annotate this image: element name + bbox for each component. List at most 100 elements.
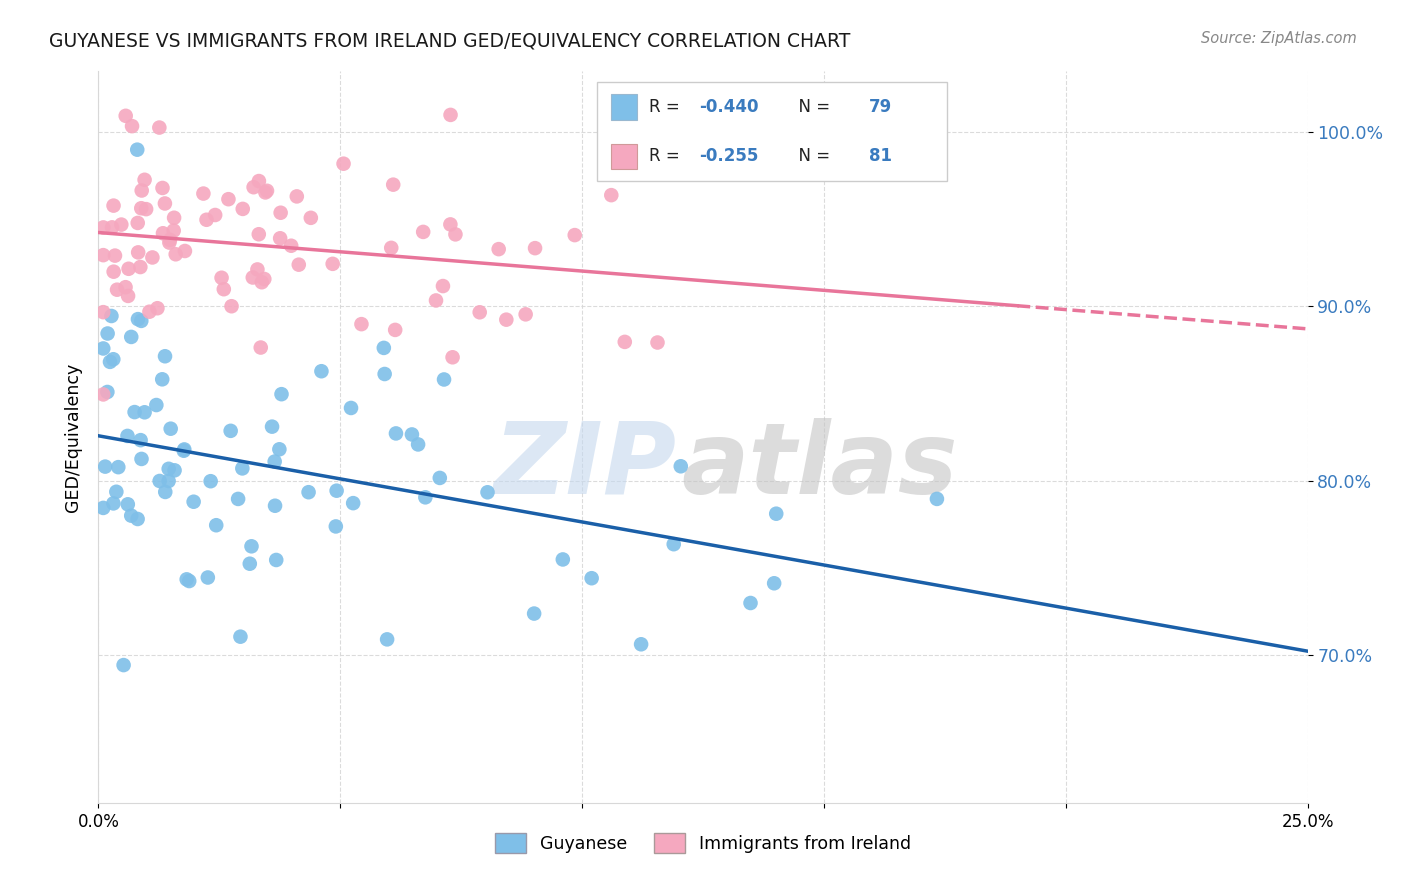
Point [239, 557, 262, 571]
Text: atlas: atlas [682, 417, 957, 515]
Point [157, 462, 180, 476]
Point [127, 312, 149, 326]
Point [94, 459, 117, 474]
Point [145, 398, 167, 412]
Text: 79: 79 [869, 98, 891, 116]
Point [205, 518, 228, 533]
Point [340, 401, 363, 415]
Point [444, 227, 467, 242]
Point [515, 307, 537, 321]
Point [155, 485, 177, 500]
Point [176, 572, 198, 586]
Point [406, 437, 429, 451]
Point [103, 496, 125, 510]
Text: -0.255: -0.255 [699, 147, 759, 165]
Point [131, 184, 153, 198]
Point [287, 258, 309, 272]
Point [91, 342, 114, 356]
Point [325, 519, 347, 533]
Point [103, 265, 125, 279]
Point [242, 270, 264, 285]
Point [129, 314, 152, 328]
Text: 81: 81 [869, 147, 891, 165]
Point [581, 571, 603, 585]
Point [148, 120, 170, 135]
Text: GUYANESE VS IMMIGRANTS FROM IRELAND GED/EQUIVALENCY CORRELATION CHART: GUYANESE VS IMMIGRANTS FROM IRELAND GED/… [49, 31, 851, 50]
Point [174, 244, 197, 258]
Point [432, 279, 454, 293]
Point [226, 491, 249, 506]
Point [221, 299, 243, 313]
Point [100, 309, 122, 323]
FancyBboxPatch shape [596, 82, 948, 181]
Point [121, 119, 143, 133]
Point [173, 442, 195, 457]
Text: R =: R = [648, 147, 685, 165]
Point [249, 341, 271, 355]
Point [124, 405, 146, 419]
Point [551, 552, 574, 566]
Point [374, 367, 396, 381]
Point [91, 500, 114, 515]
Point [439, 108, 461, 122]
Point [925, 491, 948, 506]
Point [247, 227, 270, 242]
Point [96, 384, 118, 399]
Point [250, 275, 273, 289]
Y-axis label: GED/Equivalency: GED/Equivalency [63, 362, 82, 512]
Point [153, 196, 176, 211]
Point [246, 262, 269, 277]
Text: R =: R = [648, 98, 685, 116]
Text: ZIP: ZIP [494, 417, 676, 515]
Point [765, 507, 787, 521]
Point [468, 305, 491, 319]
Point [253, 272, 276, 286]
Point [91, 248, 114, 262]
Point [385, 426, 408, 441]
Point [325, 483, 347, 498]
Point [105, 484, 128, 499]
Point [232, 202, 254, 216]
Point [163, 211, 186, 225]
Text: Source: ZipAtlas.com: Source: ZipAtlas.com [1201, 31, 1357, 46]
Point [163, 224, 186, 238]
Point [127, 143, 149, 157]
Point [112, 658, 135, 673]
Point [523, 607, 546, 621]
Point [103, 352, 125, 367]
Point [120, 330, 142, 344]
Point [270, 205, 292, 219]
Point [240, 539, 263, 553]
Point [157, 235, 180, 250]
Point [613, 334, 636, 349]
Point [342, 496, 364, 510]
Point [373, 341, 395, 355]
Point [763, 576, 786, 591]
Bar [612, 95, 637, 120]
Point [269, 231, 291, 245]
Point [149, 474, 172, 488]
Point [101, 220, 124, 235]
Point [270, 387, 292, 401]
Point [740, 596, 762, 610]
Text: N =: N = [787, 98, 835, 116]
Point [131, 452, 153, 467]
Point [350, 317, 373, 331]
Point [129, 201, 152, 215]
Point [247, 174, 270, 188]
Point [231, 461, 253, 475]
Point [219, 424, 242, 438]
Point [107, 460, 129, 475]
Point [297, 485, 319, 500]
Point [200, 474, 222, 488]
Point [524, 241, 547, 255]
Point [600, 188, 623, 202]
Point [264, 553, 287, 567]
Point [114, 280, 136, 294]
Point [401, 427, 423, 442]
Point [380, 241, 402, 255]
Point [488, 242, 510, 256]
Point [242, 180, 264, 194]
Point [256, 184, 278, 198]
Point [165, 247, 187, 261]
